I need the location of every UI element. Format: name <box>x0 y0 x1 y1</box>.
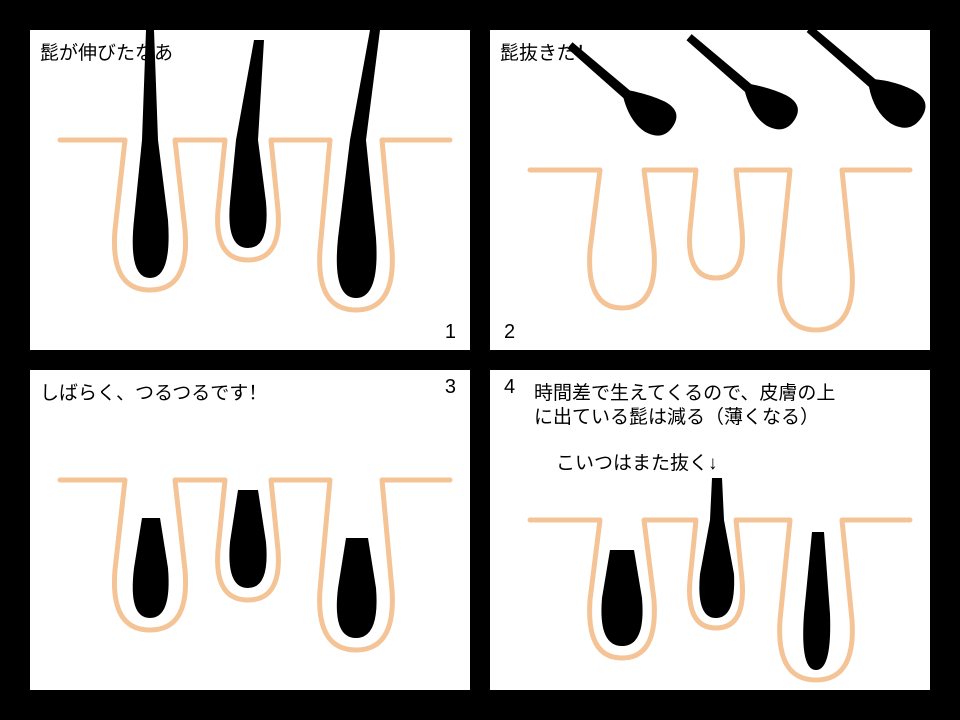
skin-outline <box>530 170 910 330</box>
panel-4: 4 時間差で生えてくるので、皮膚の上 に出ている髭は減る（薄くなる） こいつはま… <box>490 370 930 690</box>
hair-2 <box>229 490 266 588</box>
infographic-canvas: 髭が伸びたなあ 1 髭抜きだ！ 2 <box>0 0 960 720</box>
plucked-hair-2 <box>677 23 804 138</box>
panel-1-diagram <box>30 30 470 350</box>
hair-2 <box>229 40 266 248</box>
panel-2: 髭抜きだ！ 2 <box>490 30 930 350</box>
hair-3 <box>803 532 830 670</box>
hair-3 <box>337 30 380 298</box>
panel-1: 髭が伸びたなあ 1 <box>30 30 470 350</box>
panel-3: しばらく、つるつるです！ 3 <box>30 370 470 690</box>
plucked-hair-1 <box>558 31 682 144</box>
hair-1 <box>601 550 642 646</box>
panel-2-diagram <box>490 30 930 350</box>
hair-1 <box>133 30 169 278</box>
hair-2 <box>699 478 734 618</box>
panel-4-diagram <box>490 370 930 690</box>
hair-1 <box>133 518 169 618</box>
hair-3 <box>337 538 377 638</box>
panel-3-diagram <box>30 370 470 690</box>
plucked-hair-3 <box>796 13 932 136</box>
